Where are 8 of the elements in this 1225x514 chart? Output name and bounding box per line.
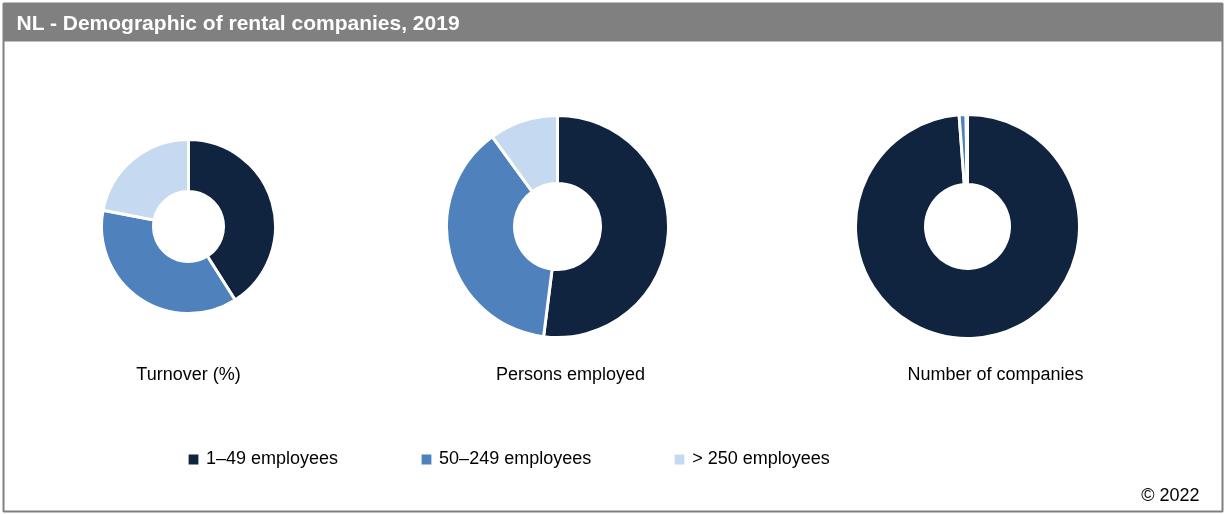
text: Turnover (%) [136, 363, 241, 384]
chart-title: NL - Demographic of rental companies, 2019 [16, 11, 460, 34]
legend-label: 1–49 employees [206, 448, 339, 469]
text: Persons employed [495, 363, 646, 384]
text: Number of companies [907, 363, 1084, 384]
text: © 2022 [1141, 484, 1200, 505]
legend-label: > 250 employees [692, 448, 830, 469]
legend-label: 50–249 employees [439, 448, 592, 469]
